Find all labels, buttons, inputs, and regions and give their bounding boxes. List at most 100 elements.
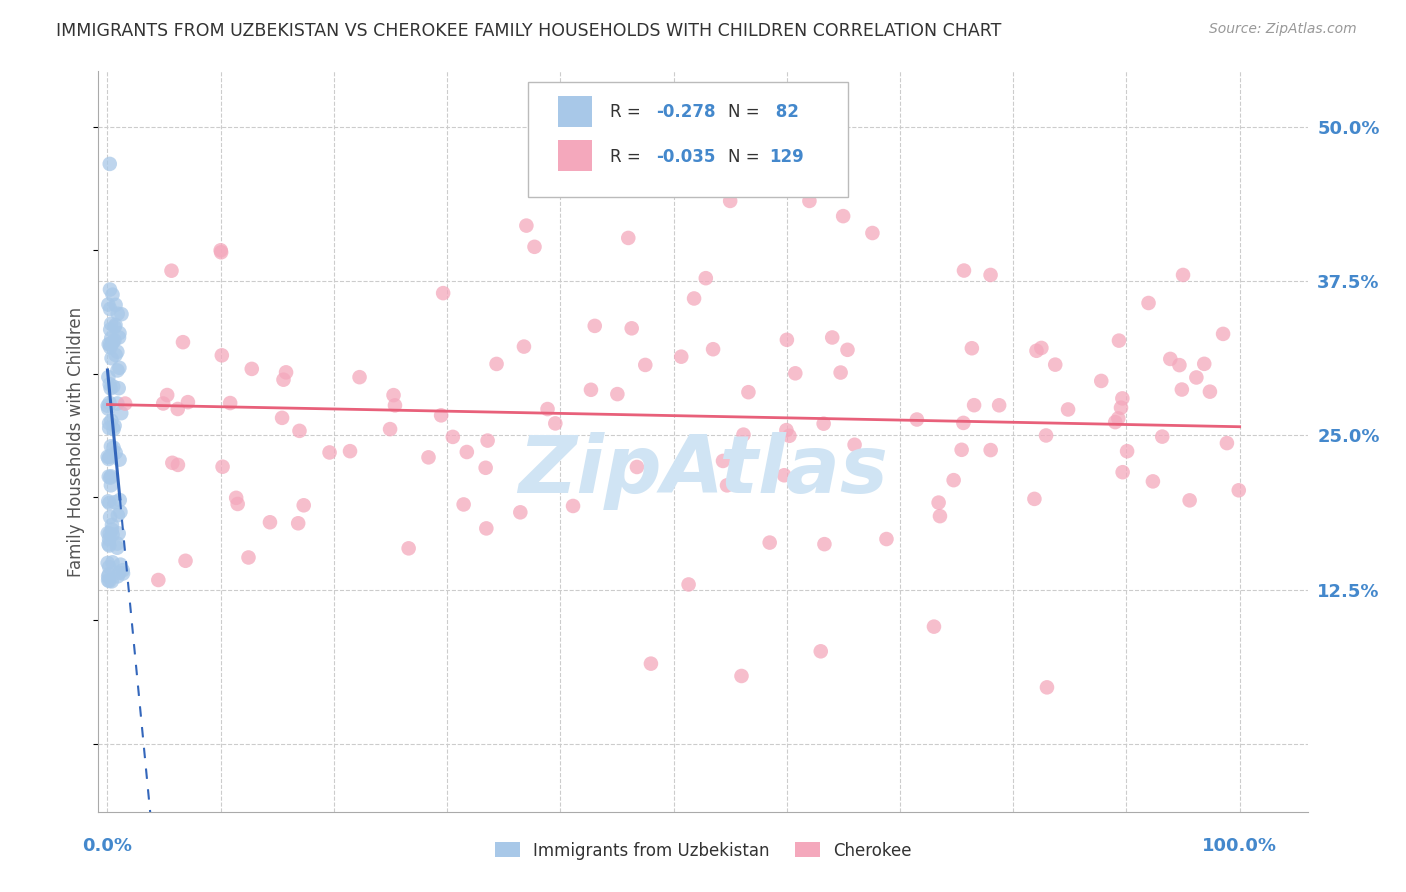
Text: IMMIGRANTS FROM UZBEKISTAN VS CHEROKEE FAMILY HOUSEHOLDS WITH CHILDREN CORRELATI: IMMIGRANTS FROM UZBEKISTAN VS CHEROKEE F… <box>56 22 1001 40</box>
Point <box>274 365 297 379</box>
Point <box>1137 296 1160 310</box>
Point <box>98 526 121 541</box>
Point <box>716 478 738 492</box>
Point <box>172 335 194 350</box>
Point <box>97 494 120 508</box>
Point <box>1142 475 1164 489</box>
Point <box>799 194 821 208</box>
Point <box>1199 384 1222 399</box>
FancyBboxPatch shape <box>527 82 848 197</box>
Point <box>107 307 129 321</box>
Bar <box>558 140 592 171</box>
Point <box>830 366 852 380</box>
Point <box>166 401 188 416</box>
Point <box>1107 411 1129 425</box>
Point <box>418 450 440 465</box>
Point <box>108 330 131 344</box>
Point <box>98 283 121 297</box>
Point <box>1171 383 1194 397</box>
Point <box>950 442 973 457</box>
Point <box>583 318 606 333</box>
Point <box>104 445 127 459</box>
Point <box>101 518 124 533</box>
Point <box>100 317 122 331</box>
Point <box>101 555 124 569</box>
Point <box>152 396 174 410</box>
Point <box>453 498 475 512</box>
Point <box>104 418 127 433</box>
Point <box>1031 341 1053 355</box>
Point <box>226 497 249 511</box>
Point <box>509 505 531 519</box>
Y-axis label: Family Households with Children: Family Households with Children <box>67 307 86 576</box>
Point <box>988 398 1011 412</box>
Point <box>98 539 121 553</box>
Point <box>104 318 127 332</box>
Point <box>101 527 124 541</box>
Point <box>100 469 122 483</box>
Point <box>107 363 129 377</box>
Point <box>778 429 800 443</box>
Point <box>288 424 311 438</box>
Point <box>98 471 121 485</box>
Point <box>110 558 132 572</box>
Point <box>702 343 724 357</box>
Point <box>432 286 454 301</box>
Point <box>617 231 640 245</box>
Point <box>862 226 884 240</box>
Point <box>1035 428 1057 442</box>
Point <box>378 422 401 436</box>
Point <box>100 574 122 589</box>
Point <box>678 577 700 591</box>
Point <box>97 556 120 570</box>
Point <box>776 333 799 347</box>
Point <box>211 459 233 474</box>
Point <box>942 473 965 487</box>
Point <box>928 495 950 509</box>
Point <box>107 508 129 523</box>
Point <box>441 430 464 444</box>
Point <box>177 395 200 409</box>
Point <box>640 657 662 671</box>
Point <box>209 244 232 258</box>
Point <box>108 566 131 580</box>
Point <box>1045 358 1067 372</box>
Point <box>813 417 835 431</box>
Point <box>980 443 1002 458</box>
Point <box>832 209 855 223</box>
Bar <box>558 95 592 127</box>
Text: -0.278: -0.278 <box>655 103 716 121</box>
Point <box>718 194 741 208</box>
Legend: Immigrants from Uzbekistan, Cherokee: Immigrants from Uzbekistan, Cherokee <box>488 835 918 866</box>
Point <box>523 240 546 254</box>
Point <box>785 367 807 381</box>
Point <box>1109 401 1132 415</box>
Point <box>1108 334 1130 348</box>
Point <box>160 263 183 277</box>
Point <box>111 566 134 581</box>
Point <box>671 350 693 364</box>
Point <box>98 377 121 392</box>
Point <box>98 157 121 171</box>
Point <box>758 535 780 549</box>
Text: R =: R = <box>610 147 645 166</box>
Point <box>515 219 537 233</box>
Point <box>1171 268 1194 282</box>
Point <box>98 421 121 435</box>
Point <box>97 399 120 413</box>
Point <box>1212 326 1234 341</box>
Point <box>1111 465 1133 479</box>
Point <box>382 388 405 402</box>
Point <box>103 422 125 436</box>
Point <box>477 434 499 448</box>
Point <box>810 644 832 658</box>
Point <box>922 620 945 634</box>
Point <box>292 498 315 512</box>
Point <box>1227 483 1250 498</box>
Point <box>104 495 127 509</box>
Point <box>952 416 974 430</box>
Point <box>97 452 120 467</box>
Point <box>456 445 478 459</box>
Point <box>100 381 122 395</box>
Point <box>225 491 247 505</box>
